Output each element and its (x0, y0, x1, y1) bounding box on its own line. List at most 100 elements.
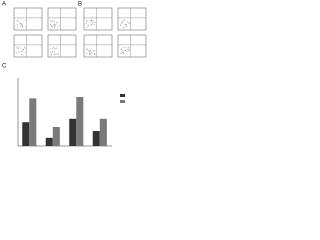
flow-dot (123, 47, 125, 48)
flow-dot (127, 48, 129, 50)
flow-dot (120, 51, 122, 53)
flow-dot (16, 24, 18, 25)
flow-dot (16, 46, 18, 48)
flow-dot (15, 53, 17, 55)
flow-dot (54, 25, 56, 27)
flow-dot (21, 54, 22, 56)
flow-dot (94, 53, 96, 55)
flow-dot (86, 48, 88, 50)
flow-dot (122, 53, 124, 55)
flow-dot (56, 22, 58, 24)
flow-dot (18, 51, 20, 53)
flow-plot-box (47, 34, 77, 58)
flow-dot (125, 24, 127, 26)
flow-dot (57, 26, 58, 28)
flow-dot (124, 19, 126, 21)
bar (69, 118, 77, 146)
bar (92, 131, 100, 146)
flow-dot (54, 26, 55, 28)
flow-dot (90, 21, 92, 23)
flow-dot (17, 19, 19, 21)
flow-dot (94, 54, 95, 56)
flow-dot (55, 53, 57, 55)
bar (45, 137, 53, 146)
flow-plots (13, 7, 147, 58)
flow-dot (85, 22, 87, 24)
flow-dot (89, 52, 91, 54)
flow-dot (91, 20, 93, 22)
flow-dot (89, 51, 90, 53)
flow-dot (129, 49, 131, 51)
flow-dot (18, 48, 20, 50)
flow-dot (124, 50, 126, 52)
flow-dot (128, 21, 130, 23)
bar (29, 98, 37, 146)
flow-dot (52, 50, 54, 52)
flow-dot (90, 19, 91, 21)
flow-dot (20, 25, 21, 27)
panel-label: B (78, 2, 82, 8)
flow-dot (53, 20, 55, 22)
flow-dot (17, 51, 19, 53)
flow-dot (50, 54, 52, 56)
flow-dot (19, 23, 21, 24)
flow-dot (125, 46, 127, 48)
flow-plot-box (83, 7, 113, 31)
flow-dot (55, 24, 57, 26)
flow-dot (50, 25, 52, 27)
flow-dot (88, 54, 90, 56)
flow-plot-box (13, 34, 43, 58)
panel-label: A (2, 2, 6, 8)
page: {"panels": [{"label": "A"}, {"label": "B… (2, 1, 147, 147)
bar (22, 122, 30, 146)
flow-dot (16, 20, 18, 22)
flow-dot (16, 48, 18, 50)
flow-plot-box (117, 7, 147, 31)
flow-dot (20, 47, 21, 49)
flow-dot (124, 26, 125, 28)
flow-dot (93, 20, 95, 22)
flow-dot (25, 26, 26, 27)
flow-dot (54, 24, 55, 25)
flow-dot (90, 50, 91, 51)
flow-dot (94, 22, 96, 23)
flow-dot (24, 46, 25, 48)
flow-dot (24, 47, 26, 49)
flow-dot (127, 21, 128, 23)
flow-dot (22, 26, 23, 28)
flow-dot (51, 20, 53, 22)
flow-dot (124, 24, 126, 25)
flow-dot (90, 24, 92, 26)
flow-plot-box (83, 34, 113, 58)
flow-dot (51, 52, 53, 54)
flow-dot (120, 52, 122, 54)
flow-dot (54, 47, 56, 49)
flow-dot (92, 23, 94, 25)
flow-dot (94, 24, 96, 26)
flow-dot (120, 48, 122, 50)
flow-dot (15, 51, 17, 53)
legend-swatch (120, 100, 125, 103)
flow-dot (87, 25, 89, 26)
flow-dot (88, 24, 90, 26)
bar (52, 126, 60, 146)
flow-dot (24, 19, 26, 21)
bar (76, 97, 84, 146)
flow-dot (57, 22, 58, 24)
flow-dot (86, 20, 88, 22)
flow-dot (24, 52, 26, 54)
flow-dot (22, 26, 24, 28)
flow-dot (50, 51, 52, 53)
flow-dot (122, 49, 124, 51)
flow-dot (21, 50, 23, 52)
flow-dot (121, 21, 123, 23)
panel-label: C (2, 64, 7, 70)
flow-dot (90, 20, 92, 22)
flow-dot (51, 21, 52, 23)
flow-dot (53, 24, 54, 26)
flow-dot (92, 22, 94, 24)
flow-dot (56, 47, 58, 49)
flow-dot (22, 25, 24, 27)
flow-dot (52, 47, 54, 48)
flow-dot (128, 47, 130, 48)
